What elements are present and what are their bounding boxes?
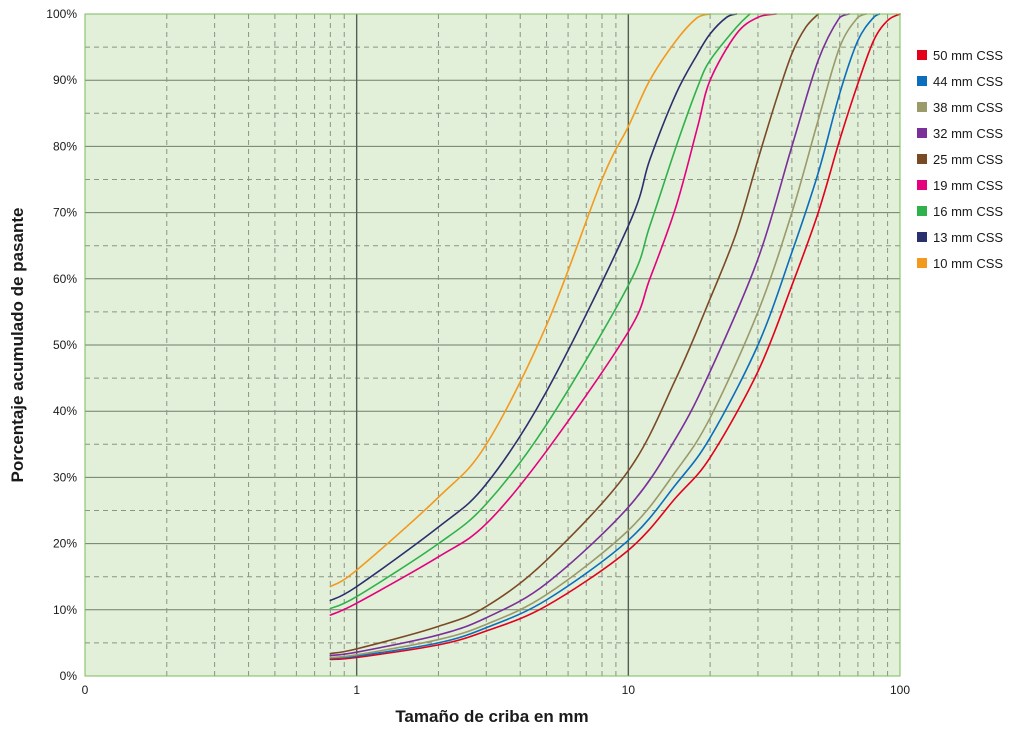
x-axis-title: Tamaño de criba en mm — [395, 707, 588, 726]
series-line-32-mm-css — [329, 13, 850, 657]
x-tick-label: 0 — [82, 683, 89, 697]
y-tick-label: 100% — [46, 7, 77, 21]
legend-swatch-10-mm-css — [917, 258, 927, 268]
series-line-19-mm-css — [329, 13, 777, 616]
y-tick-label: 50% — [53, 338, 77, 352]
series-line-25-mm-css — [329, 13, 820, 655]
legend-swatch-44-mm-css — [917, 76, 927, 86]
legend-label-44-mm-css: 44 mm CSS — [933, 74, 1003, 89]
x-tick-labels: 0 1 10 100 — [82, 683, 911, 697]
legend-swatch-25-mm-css — [917, 154, 927, 164]
legend-label-13-mm-css: 13 mm CSS — [933, 230, 1003, 245]
series-line-13-mm-css — [329, 13, 738, 602]
y-tick-label: 60% — [53, 272, 77, 286]
series-line-50-mm-css — [329, 13, 901, 661]
y-tick-label: 90% — [53, 73, 77, 87]
legend-label-38-mm-css: 38 mm CSS — [933, 100, 1003, 115]
x-tick-label: 1 — [353, 683, 360, 697]
series-line-16-mm-css — [329, 13, 751, 610]
legend-label-50-mm-css: 50 mm CSS — [933, 48, 1003, 63]
legend-label-32-mm-css: 32 mm CSS — [933, 126, 1003, 141]
y-tick-label: 0% — [60, 669, 78, 683]
legend: 50 mm CSS 44 mm CSS 38 mm CSS 32 mm CSS 25 m… — [917, 48, 1003, 271]
legend-label-10-mm-css: 10 mm CSS — [933, 256, 1003, 271]
y-tick-label: 10% — [53, 603, 77, 617]
legend-label-25-mm-css: 25 mm CSS — [933, 152, 1003, 167]
legend-swatch-50-mm-css — [917, 50, 927, 60]
series-lines — [329, 13, 901, 661]
series-line-10-mm-css — [329, 13, 711, 588]
y-tick-label: 20% — [53, 537, 77, 551]
x-tick-label: 100 — [890, 683, 910, 697]
legend-swatch-38-mm-css — [917, 102, 927, 112]
x-tick-label: 10 — [622, 683, 636, 697]
series-line-38-mm-css — [329, 13, 867, 659]
y-tick-label: 70% — [53, 206, 77, 220]
legend-swatch-32-mm-css — [917, 128, 927, 138]
series-line-44-mm-css — [329, 13, 881, 659]
y-tick-label: 30% — [53, 470, 77, 484]
y-axis-title: Porcentaje acumulado de pasante — [8, 208, 27, 483]
y-tick-label: 80% — [53, 139, 77, 153]
legend-label-16-mm-css: 16 mm CSS — [933, 204, 1003, 219]
plot-border — [84, 13, 901, 677]
y-tick-labels: 0% 10% 20% 30% 40% 50% 60% 70% 80% 90% 100% — [46, 7, 77, 683]
legend-swatch-19-mm-css — [917, 180, 927, 190]
legend-label-19-mm-css: 19 mm CSS — [933, 178, 1003, 193]
legend-swatch-16-mm-css — [917, 206, 927, 216]
y-tick-label: 40% — [53, 404, 77, 418]
legend-swatch-13-mm-css — [917, 232, 927, 242]
grid — [85, 14, 900, 676]
